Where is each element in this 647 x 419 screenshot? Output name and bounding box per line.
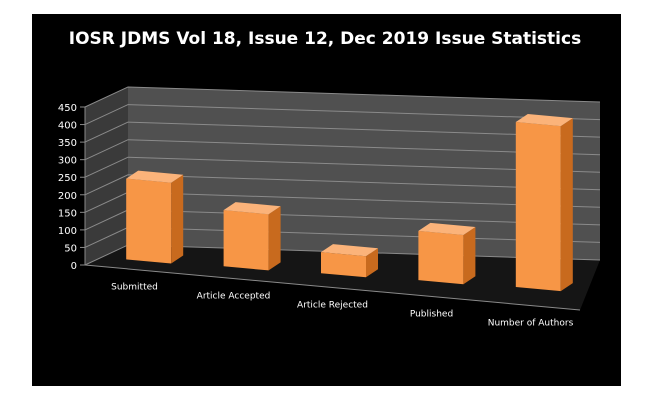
gridline <box>84 156 601 178</box>
y-tick-label: 300 <box>58 156 77 167</box>
y-tick-label: 450 <box>58 103 77 114</box>
bar-front <box>418 230 464 285</box>
bar-side <box>171 174 184 264</box>
gridline <box>84 174 601 196</box>
bar-front <box>321 252 366 278</box>
bar-side <box>366 248 378 278</box>
bar-top <box>418 222 476 235</box>
bar-side <box>463 227 476 285</box>
y-tick-label: 150 <box>58 208 77 219</box>
chart-title: IOSR JDMS Vol 18, Issue 12, Dec 2019 Iss… <box>69 29 581 49</box>
bar-top <box>126 170 184 183</box>
x-category-label: Number of Authors <box>488 319 574 329</box>
y-tick-label: 200 <box>58 191 77 202</box>
side-wall <box>85 87 128 265</box>
y-tick-label: 0 <box>71 261 77 272</box>
x-axis-line <box>84 264 581 311</box>
bar-side <box>268 206 281 271</box>
gridline <box>84 86 601 108</box>
gridline <box>84 121 601 143</box>
gridline <box>84 139 601 161</box>
y-tick-label: 100 <box>58 226 77 237</box>
x-category-label: Submitted <box>111 283 158 293</box>
y-tick-label: 400 <box>58 121 77 132</box>
gridline <box>84 104 601 126</box>
x-category-label: Published <box>410 310 453 320</box>
x-category-label: Article Rejected <box>297 301 368 311</box>
y-tick-label: 50 <box>64 243 77 254</box>
y-tick-label: 350 <box>58 138 77 149</box>
bar-top <box>321 244 378 257</box>
bar-front <box>223 210 269 271</box>
y-tick-label: 250 <box>58 173 77 184</box>
bar-front <box>126 178 172 264</box>
x-category-label: Article Accepted <box>197 292 271 302</box>
bar-top <box>515 114 573 127</box>
plot-area: 0 50 100 150 200 250 300 350 400 450 Submitted Arti… <box>58 86 601 329</box>
bar-front <box>515 122 561 292</box>
bar-top <box>223 202 281 215</box>
bar-side <box>560 118 573 292</box>
